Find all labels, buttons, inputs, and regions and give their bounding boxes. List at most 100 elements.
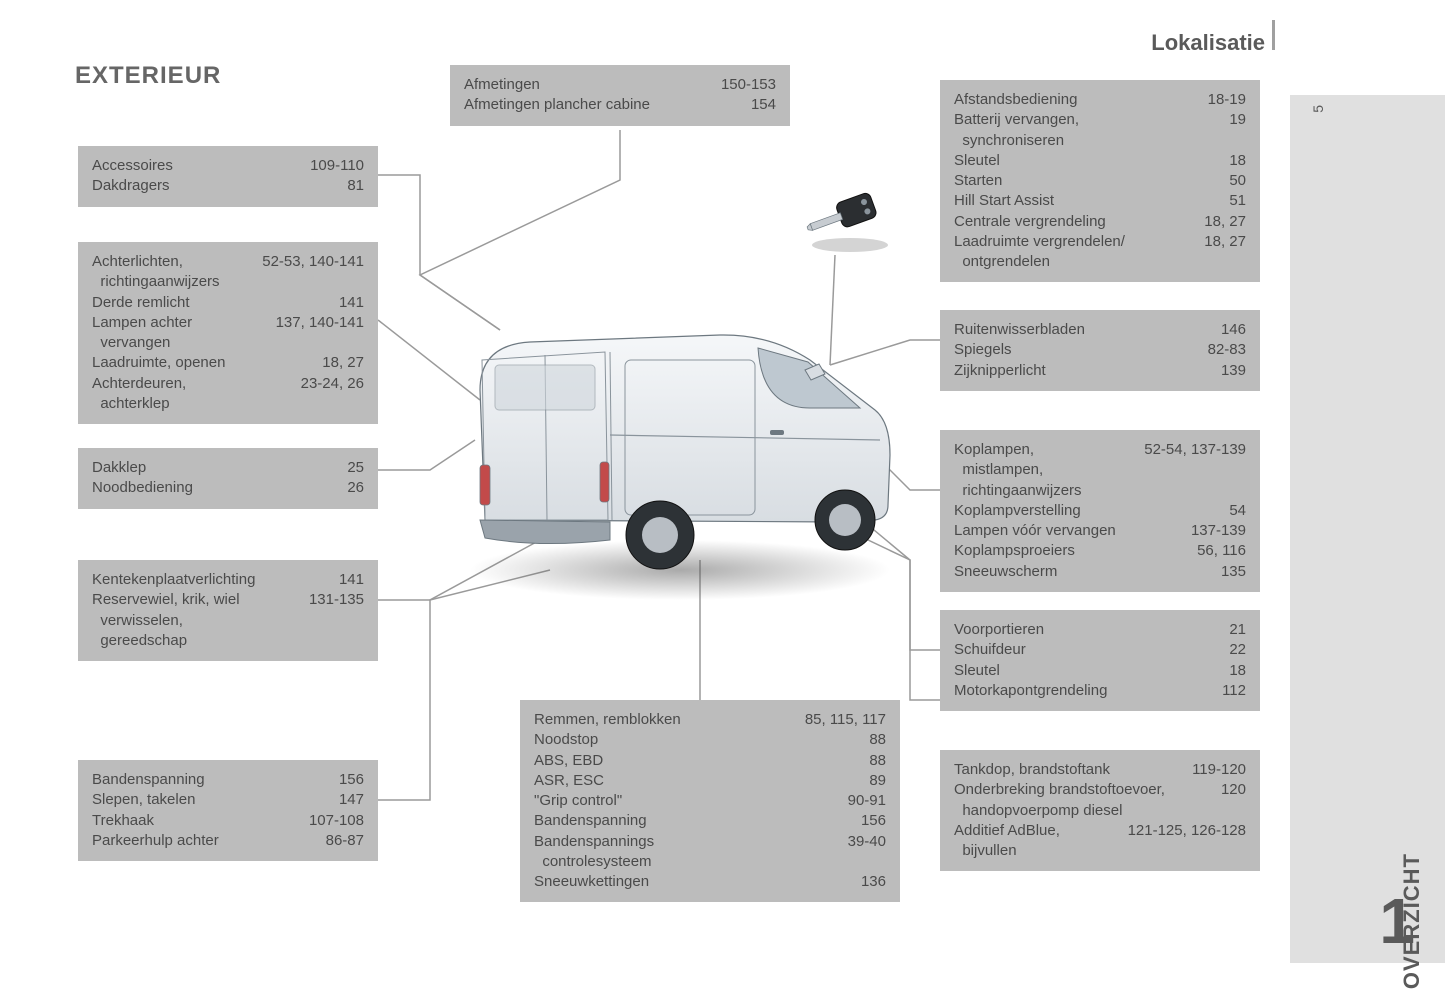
row-pages: 50 bbox=[1229, 171, 1246, 191]
row-label: Bandenspanning bbox=[92, 770, 205, 790]
info-row: Trekhaak107-108 bbox=[92, 811, 364, 831]
row-pages: 18, 27 bbox=[1204, 232, 1246, 273]
row-label: Starten bbox=[954, 171, 1002, 191]
row-label: Ruitenwisserbladen bbox=[954, 320, 1085, 340]
row-pages: 139 bbox=[1221, 361, 1246, 381]
info-box-accessories: Accessoires109-110Dakdragers81 bbox=[78, 146, 378, 207]
info-row: Batterij vervangen, synchroniseren19 bbox=[954, 110, 1246, 151]
row-pages: 19 bbox=[1229, 110, 1246, 151]
info-box-headlamps: Koplampen, mistlampen, richtingaanwijzer… bbox=[940, 430, 1260, 592]
info-box-brakes: Remmen, remblokken 85, 115, 117Noodstop88… bbox=[520, 700, 900, 902]
info-row: Afmetingen 150-153 bbox=[464, 75, 776, 95]
row-label: Afstandsbediening bbox=[954, 90, 1077, 110]
info-row: ASR, ESC89 bbox=[534, 771, 886, 791]
info-row: Koplampsproeiers56, 116 bbox=[954, 541, 1246, 561]
van-svg bbox=[440, 290, 920, 610]
row-pages: 156 bbox=[339, 770, 364, 790]
info-box-roofflap: Dakklep25Noodbediening26 bbox=[78, 448, 378, 509]
row-pages: 25 bbox=[347, 458, 364, 478]
info-row: Zijknipperlicht139 bbox=[954, 361, 1246, 381]
header-divider bbox=[1272, 20, 1275, 50]
info-row: Tankdop, brandstoftank119-120 bbox=[954, 760, 1246, 780]
info-row: Dakdragers81 bbox=[92, 176, 364, 196]
row-pages: 141 bbox=[339, 570, 364, 590]
info-box-plate: Kentekenplaatverlichting141Reservewiel, … bbox=[78, 560, 378, 661]
sidebar-tab: 5 OVERZICHT 1 bbox=[1290, 95, 1445, 963]
info-row: Slepen, takelen147 bbox=[92, 790, 364, 810]
page-number: 5 bbox=[1310, 105, 1326, 113]
row-label: Sneeuwkettingen bbox=[534, 872, 649, 892]
info-row: Achterlichten, richtingaanwijzers52-53, … bbox=[92, 252, 364, 293]
manual-page: Lokalisatie EXTERIEUR bbox=[0, 0, 1445, 963]
info-row: Afstandsbediening 18-19 bbox=[954, 90, 1246, 110]
row-label: Voorportieren bbox=[954, 620, 1044, 640]
row-label: Kentekenplaatverlichting bbox=[92, 570, 255, 590]
row-label: Centrale vergrendeling bbox=[954, 212, 1106, 232]
header-title: Lokalisatie bbox=[1151, 30, 1265, 56]
row-label: Sleutel bbox=[954, 661, 1000, 681]
row-label: Bandenspannings controlesysteem bbox=[534, 832, 654, 873]
row-pages: 109-110 bbox=[310, 156, 364, 176]
row-label: Parkeerhulp achter bbox=[92, 831, 219, 851]
info-row: Laadruimte, openen18, 27 bbox=[92, 353, 364, 373]
row-label: Schuifdeur bbox=[954, 640, 1026, 660]
row-pages: 121-125, 126-128 bbox=[1128, 821, 1246, 862]
row-label: Remmen, remblokken bbox=[534, 710, 681, 730]
row-pages: 18 bbox=[1229, 661, 1246, 681]
row-label: Spiegels bbox=[954, 340, 1012, 360]
info-row: Sneeuwscherm135 bbox=[954, 562, 1246, 582]
key-illustration bbox=[800, 190, 900, 255]
row-label: Achterdeuren, achterklep bbox=[92, 374, 186, 415]
row-pages: 18-19 bbox=[1208, 90, 1246, 110]
row-pages: 150-153 bbox=[721, 75, 776, 95]
row-pages: 119-120 bbox=[1192, 760, 1246, 780]
row-pages: 85, 115, 117 bbox=[805, 710, 886, 730]
info-row: Additief AdBlue, bijvullen121-125, 126-1… bbox=[954, 821, 1246, 862]
row-pages: 26 bbox=[347, 478, 364, 498]
row-label: Koplampverstelling bbox=[954, 501, 1081, 521]
info-row: Achterdeuren, achterklep 23-24, 26 bbox=[92, 374, 364, 415]
info-row: Laadruimte vergrendelen/ ontgrendelen18,… bbox=[954, 232, 1246, 273]
info-row: Spiegels 82-83 bbox=[954, 340, 1246, 360]
info-row: Noodstop88 bbox=[534, 730, 886, 750]
row-pages: 107-108 bbox=[309, 811, 364, 831]
info-row: Koplampverstelling 54 bbox=[954, 501, 1246, 521]
row-pages: 112 bbox=[1222, 681, 1246, 701]
info-box-remote: Afstandsbediening 18-19Batterij vervangen… bbox=[940, 80, 1260, 282]
vehicle-illustration bbox=[440, 290, 920, 610]
info-box-rearlights: Achterlichten, richtingaanwijzers52-53, … bbox=[78, 242, 378, 424]
row-pages: 51 bbox=[1229, 191, 1246, 211]
info-row: Onderbreking brandstoftoevoer, handopvoe… bbox=[954, 780, 1246, 821]
row-pages: 154 bbox=[751, 95, 776, 115]
row-pages: 18, 27 bbox=[322, 353, 364, 373]
info-row: Afmetingen plancher cabine154 bbox=[464, 95, 776, 115]
info-box-dimensions: Afmetingen 150-153Afmetingen plancher cab… bbox=[450, 65, 790, 126]
row-pages: 156 bbox=[861, 811, 886, 831]
info-row: Lampen vóór vervangen137-139 bbox=[954, 521, 1246, 541]
row-pages: 147 bbox=[339, 790, 364, 810]
row-pages: 52-53, 140-141 bbox=[262, 252, 364, 293]
row-pages: 54 bbox=[1229, 501, 1246, 521]
info-row: Lampen achter vervangen 137, 140-141 bbox=[92, 313, 364, 354]
row-pages: 23-24, 26 bbox=[301, 374, 364, 415]
row-label: ASR, ESC bbox=[534, 771, 604, 791]
row-label: Hill Start Assist bbox=[954, 191, 1054, 211]
row-label: Dakklep bbox=[92, 458, 146, 478]
info-row: Schuifdeur22 bbox=[954, 640, 1246, 660]
row-label: Lampen achter vervangen bbox=[92, 313, 192, 354]
info-row: Bandenspanning 156 bbox=[92, 770, 364, 790]
row-label: Derde remlicht bbox=[92, 293, 190, 313]
row-pages: 137, 140-141 bbox=[276, 313, 364, 354]
info-row: Sleutel18 bbox=[954, 151, 1246, 171]
row-label: Dakdragers bbox=[92, 176, 170, 196]
info-row: Ruitenwisserbladen146 bbox=[954, 320, 1246, 340]
info-row: Remmen, remblokken 85, 115, 117 bbox=[534, 710, 886, 730]
row-pages: 82-83 bbox=[1208, 340, 1246, 360]
row-pages: 88 bbox=[869, 730, 886, 750]
row-label: Afmetingen bbox=[464, 75, 540, 95]
row-pages: 86-87 bbox=[326, 831, 364, 851]
row-label: ABS, EBD bbox=[534, 751, 603, 771]
row-label: Bandenspanning bbox=[534, 811, 647, 831]
info-row: Parkeerhulp achter 86-87 bbox=[92, 831, 364, 851]
info-box-doors: Voorportieren21Schuifdeur22Sleutel18Moto… bbox=[940, 610, 1260, 711]
